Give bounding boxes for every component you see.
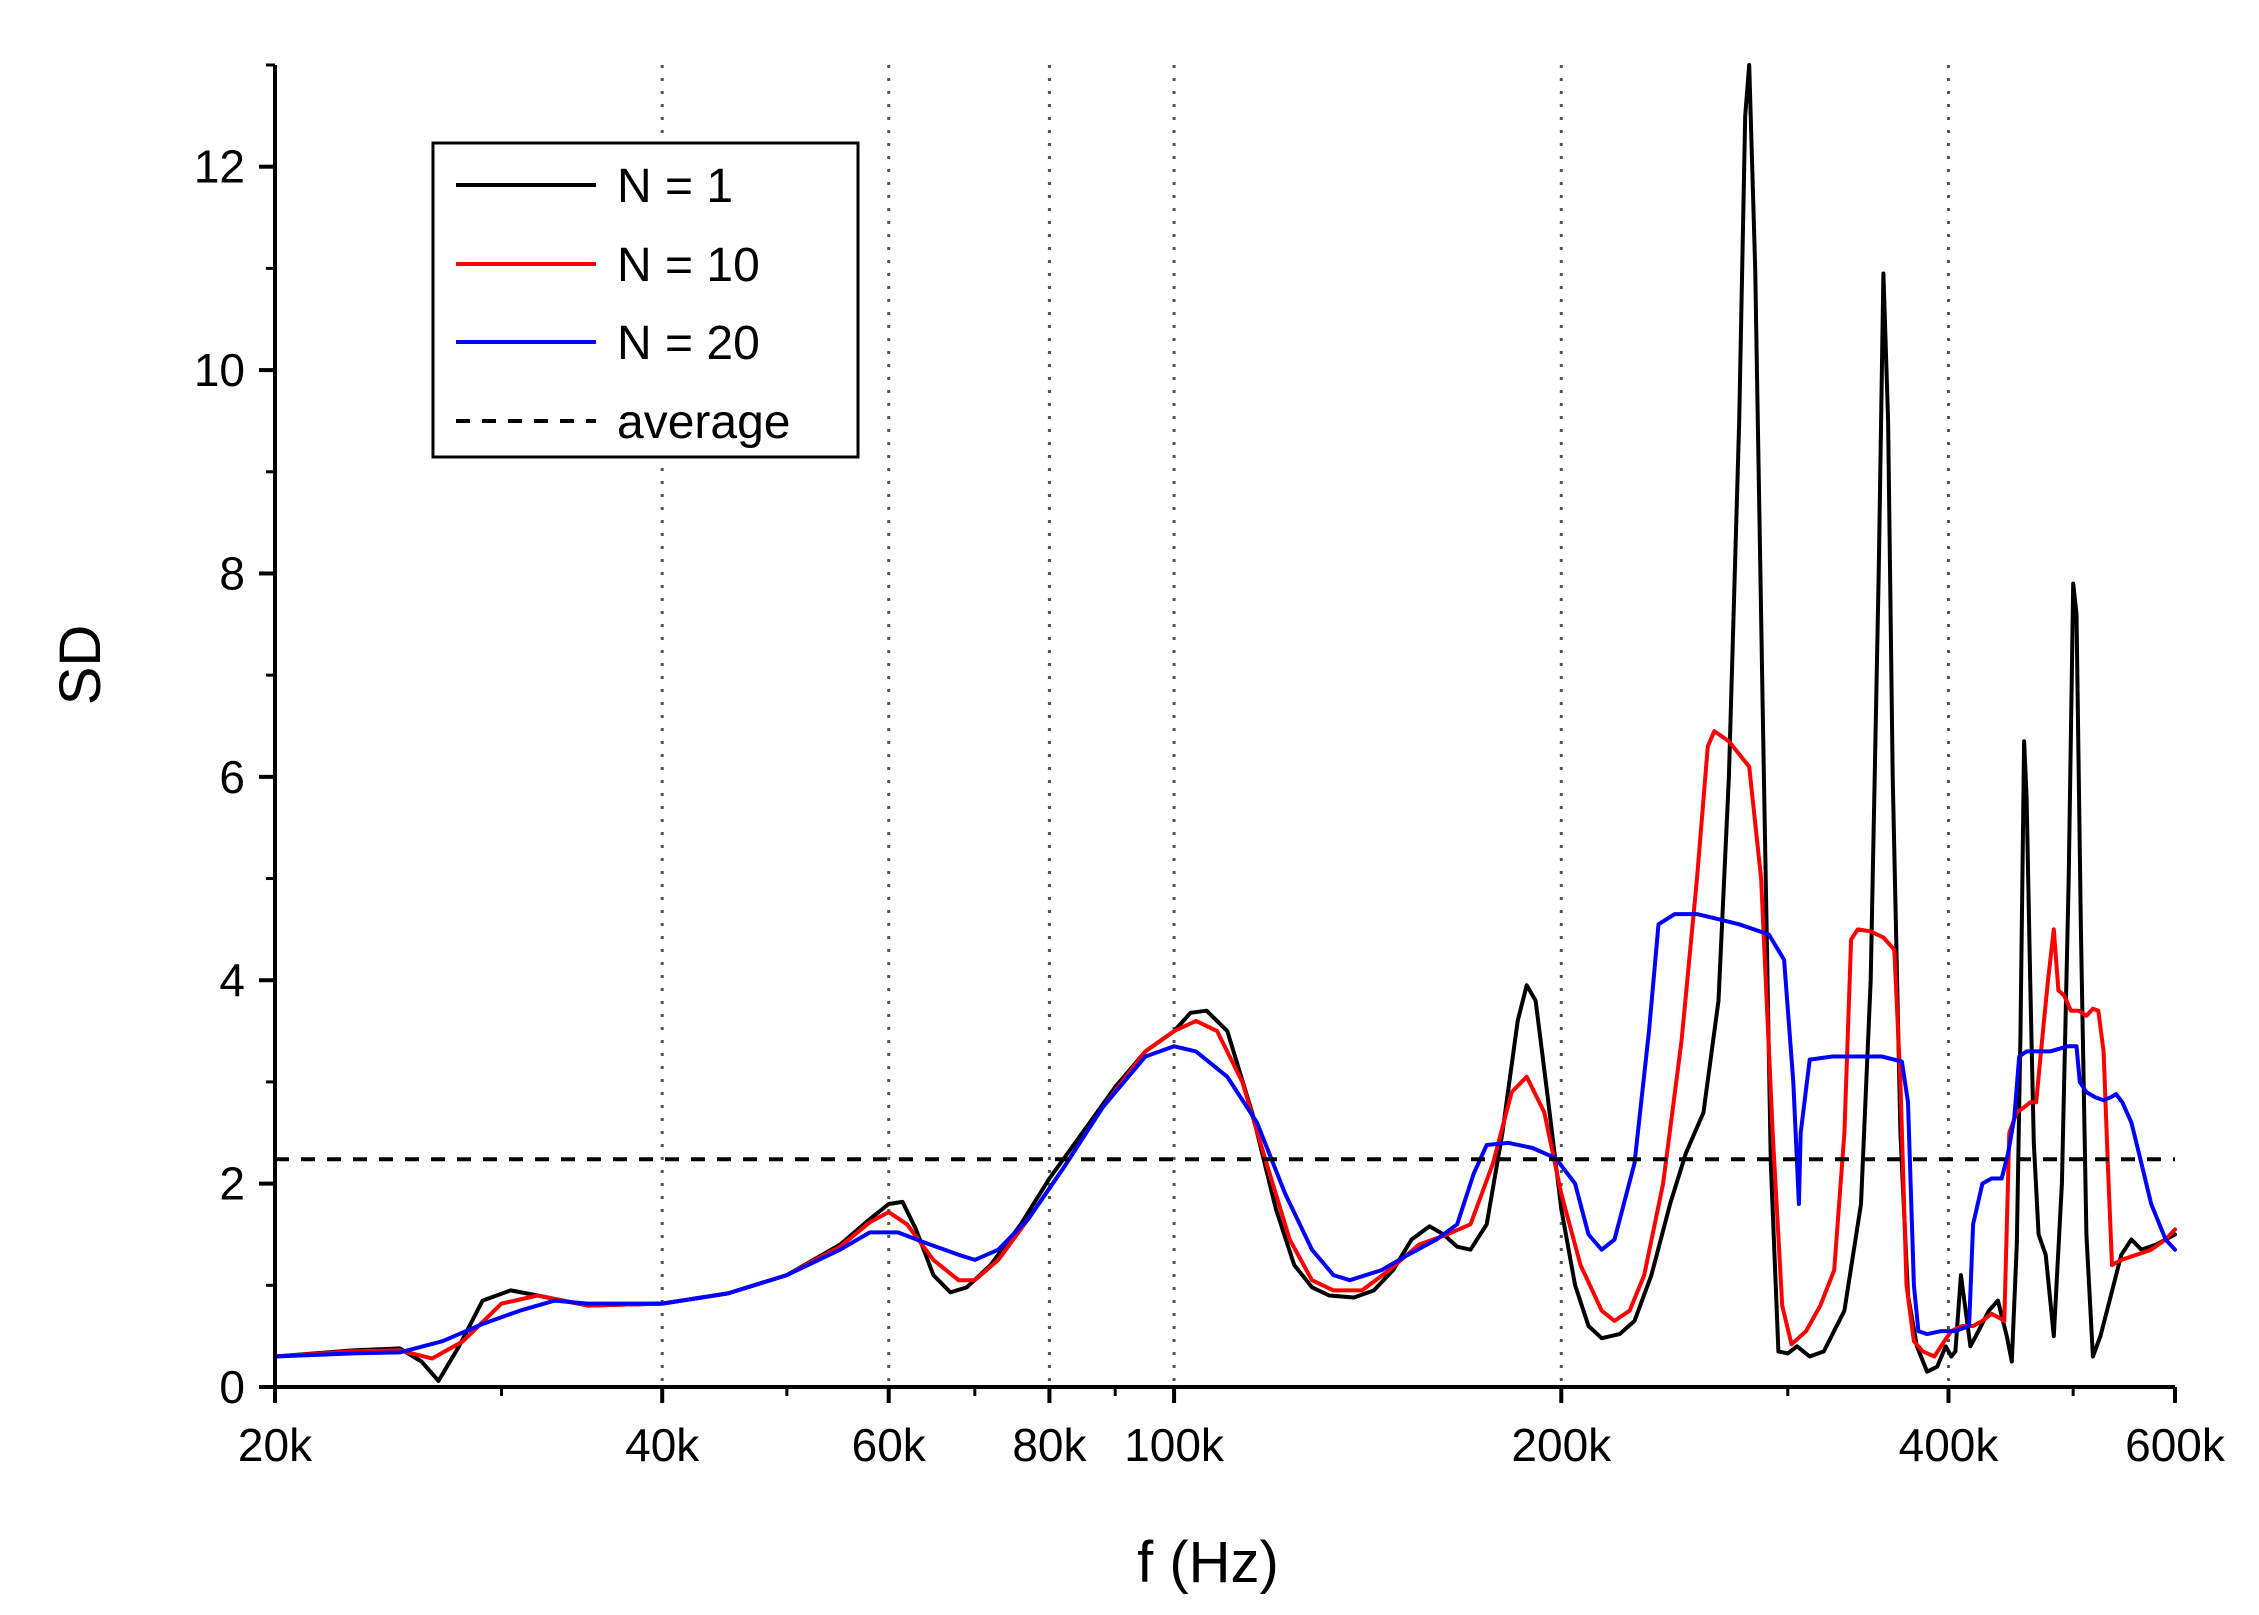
- ticks-layer: 0 2 4 6 8 10 12 20k 40k 60k 80k 100k 200k 400k 600k: [194, 63, 2226, 1471]
- legend-label-n10: N = 10: [617, 239, 760, 292]
- legend-label-n20: N = 20: [617, 317, 760, 370]
- legend: N = 1 N = 10 N = 20 average: [431, 141, 860, 459]
- legend-label-average: average: [617, 396, 790, 449]
- x-tick-label-100000: 100k: [1124, 1419, 1225, 1471]
- series-line-n-20: [273, 912, 2177, 1359]
- series-layer: [273, 63, 2177, 1383]
- legend-box: [431, 141, 860, 459]
- legend-label-n1: N = 1: [617, 160, 733, 213]
- x-tick-label-600000: 600k: [2125, 1419, 2226, 1471]
- x-tick-label-80000: 80k: [1012, 1419, 1087, 1471]
- x-axis-title: f (Hz): [1137, 1530, 1279, 1595]
- y-tick-label-12: 12: [194, 141, 245, 193]
- x-tick-label-200000: 200k: [1511, 1419, 1612, 1471]
- series-line-n-10: [273, 729, 2177, 1361]
- y-tick-label-6: 6: [219, 751, 245, 803]
- axes-layer: [273, 65, 2175, 1389]
- series-line-n-1: [273, 63, 2177, 1383]
- y-tick-label-8: 8: [219, 547, 245, 599]
- x-tick-label-20000: 20k: [238, 1419, 313, 1471]
- x-tick-label-400000: 400k: [1899, 1419, 2000, 1471]
- y-tick-label-4: 4: [219, 954, 245, 1006]
- y-tick-label-10: 10: [194, 344, 245, 396]
- y-axis-title: SD: [48, 625, 113, 706]
- x-tick-label-40000: 40k: [625, 1419, 700, 1471]
- y-tick-label-2: 2: [219, 1158, 245, 1210]
- y-tick-label-0: 0: [219, 1361, 245, 1413]
- x-tick-label-60000: 60k: [852, 1419, 927, 1471]
